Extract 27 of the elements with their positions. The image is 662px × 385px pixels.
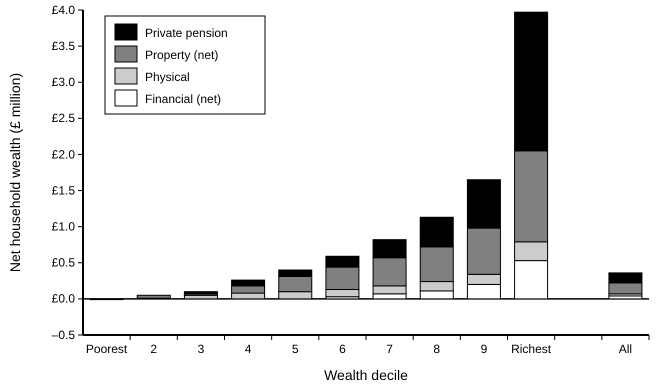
y-tick-label: £3.5 <box>52 38 76 53</box>
x-tick-label: 6 <box>339 342 346 356</box>
y-tick-label: £2.5 <box>52 111 76 126</box>
y-tick-label: £4.0 <box>52 2 76 17</box>
x-tick-label: 3 <box>198 342 205 356</box>
legend-label: Physical <box>145 70 190 84</box>
x-tick-label: 9 <box>480 342 488 356</box>
x-tick-label: 2 <box>150 342 158 356</box>
legend-label: Private pension <box>145 26 228 40</box>
x-tick-label: Richest <box>511 342 552 356</box>
x-tick-label: 7 <box>386 342 394 356</box>
x-tick-label: All <box>618 342 632 356</box>
y-tick-label: £0.0 <box>52 292 76 306</box>
x-tick-label: Poorest <box>86 342 128 356</box>
y-tick-label: £0.5 <box>52 256 76 270</box>
y-tick-label: –0.5 <box>52 328 76 342</box>
x-tick-label: 4 <box>244 342 252 356</box>
legend-label: Property (net) <box>145 48 218 62</box>
y-tick-label: £2.0 <box>52 147 76 162</box>
y-axis-title: Net household wealth (£ million) <box>7 72 23 272</box>
y-tick-label: £1.0 <box>52 220 76 234</box>
x-tick-label: 8 <box>433 342 440 356</box>
legend-label: Financial (net) <box>145 92 222 106</box>
x-axis-title: Wealth decile <box>324 367 408 383</box>
y-tick-label: £1.5 <box>52 183 76 198</box>
x-tick-label: 5 <box>292 342 299 356</box>
y-tick-label: £3.0 <box>52 75 76 90</box>
